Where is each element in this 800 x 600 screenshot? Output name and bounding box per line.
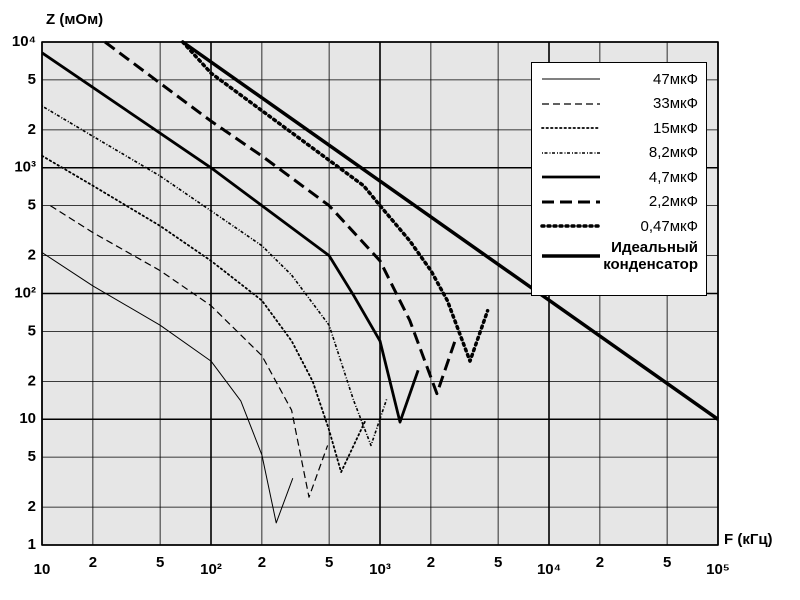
legend-entry: 0,47мкФ: [540, 214, 698, 239]
y-tick-label: 2: [28, 121, 36, 138]
legend-label: 0,47мкФ: [640, 217, 698, 235]
x-tick-label: 5: [663, 554, 671, 571]
x-axis-title: F (кГц): [724, 531, 773, 548]
y-tick-label: 1: [28, 536, 36, 553]
y-tick-label: 10³: [14, 159, 36, 176]
legend-entry: 8,2мкФ: [540, 141, 698, 166]
legend-swatch: [542, 200, 600, 204]
legend-entry: Идеальный конденсатор: [540, 239, 698, 273]
legend-entry: 2,2мкФ: [540, 190, 698, 215]
x-tick-label: 2: [427, 554, 435, 571]
series-line: [41, 51, 420, 424]
series-line: [41, 105, 388, 447]
legend-entry: 15мкФ: [540, 116, 698, 141]
legend-label: 2,2мкФ: [648, 193, 698, 211]
legend-swatch: [542, 253, 600, 258]
y-axis-title: Z (мОм): [46, 11, 103, 28]
legend-swatch: [540, 224, 602, 228]
legend-swatch: [541, 127, 601, 130]
legend-entry: 33мкФ: [540, 92, 698, 117]
legend-label: 4,7мкФ: [648, 168, 698, 186]
legend-label: 15мкФ: [653, 119, 698, 137]
x-tick-label: 10: [34, 561, 51, 578]
series-line: [49, 205, 329, 498]
series-line: [41, 154, 367, 473]
legend-label: 47мкФ: [653, 70, 698, 88]
series-line: [41, 252, 294, 524]
legend-swatch: [542, 151, 600, 154]
y-tick-label: 2: [28, 247, 36, 264]
plot-border: [41, 41, 719, 546]
y-tick-label: 5: [28, 71, 36, 88]
y-tick-label: 2: [28, 498, 36, 515]
legend-label: Идеальный конденсатор: [603, 238, 698, 273]
x-tick-label: 10⁵: [706, 561, 730, 578]
legend-entry: 4,7мкФ: [540, 165, 698, 190]
y-tick-label: 5: [28, 448, 36, 465]
y-tick-label: 2: [28, 372, 36, 389]
x-tick-label: 2: [89, 554, 97, 571]
legend-swatch: [542, 103, 600, 105]
x-tick-label: 10³: [369, 561, 391, 578]
x-tick-label: 5: [494, 554, 502, 571]
legend-swatch: [542, 78, 600, 80]
series-line: [104, 40, 457, 396]
legend: 47мкФ 33мкФ 15мкФ 8,2мкФ 4,7мкФ 2,2мкФ 0,47мкФ…: [531, 62, 707, 296]
series-line: [181, 40, 720, 421]
y-tick-label: 10: [19, 410, 36, 427]
x-tick-label: 10²: [200, 561, 222, 578]
legend-label: 8,2мкФ: [648, 144, 698, 162]
legend-swatch: [542, 175, 600, 179]
y-tick-label: 10²: [14, 284, 36, 301]
y-tick-label: 5: [28, 322, 36, 339]
series-line: [180, 40, 490, 363]
x-tick-label: 2: [596, 554, 604, 571]
x-tick-label: 2: [258, 554, 266, 571]
y-tick-label: 5: [28, 197, 36, 214]
legend-entry: 47мкФ: [540, 67, 698, 92]
legend-label: 33мкФ: [653, 95, 698, 113]
x-tick-label: 10⁴: [537, 561, 561, 578]
y-tick-label: 10⁴: [12, 33, 36, 50]
x-tick-label: 5: [325, 554, 333, 571]
x-tick-label: 5: [156, 554, 164, 571]
